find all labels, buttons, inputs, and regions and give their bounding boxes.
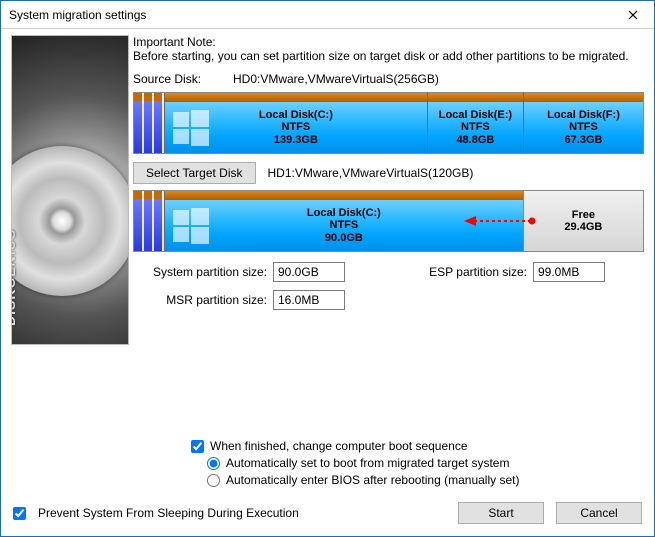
- system-size-input[interactable]: [273, 262, 345, 282]
- target-partition-c[interactable]: Local Disk(C:) NTFS 90.0GB: [164, 191, 523, 251]
- windows-logo-icon: [171, 108, 211, 148]
- source-partition-c[interactable]: Local Disk(C:) NTFS 139.3GB: [164, 93, 427, 153]
- titlebar: System migration settings: [1, 1, 654, 29]
- auto-bios-radio[interactable]: [207, 474, 220, 487]
- prevent-sleep-label: Prevent System From Sleeping During Exec…: [38, 506, 299, 520]
- target-disk-value: HD1:VMware,VMwareVirtualS(120GB): [268, 166, 474, 180]
- prevent-sleep-checkbox[interactable]: [13, 507, 26, 520]
- target-disk-map: Local Disk(C:) NTFS 90.0GB Free 29.4GB: [133, 190, 644, 252]
- window-title: System migration settings: [9, 8, 612, 22]
- source-disk-label: Source Disk:: [133, 72, 223, 86]
- esp-size-input[interactable]: [533, 262, 605, 282]
- auto-boot-radio[interactable]: [207, 457, 220, 470]
- system-size-label: System partition size:: [133, 265, 273, 279]
- note-heading: Important Note:: [133, 35, 644, 49]
- esp-size-label: ESP partition size:: [413, 265, 533, 279]
- auto-boot-label: Automatically set to boot from migrated …: [226, 456, 509, 470]
- msr-size-input[interactable]: [273, 290, 345, 310]
- source-disk-map: Local Disk(C:) NTFS 139.3GB Local Disk(E…: [133, 92, 644, 154]
- source-partition-f[interactable]: Local Disk(F:) NTFS 67.3GB: [523, 93, 643, 153]
- note-body: Before starting, you can set partition s…: [133, 49, 644, 64]
- close-button[interactable]: [612, 1, 654, 29]
- change-boot-label: When finished, change computer boot sequ…: [210, 439, 468, 453]
- source-partition-e[interactable]: Local Disk(E:) NTFS 48.8GB: [427, 93, 523, 153]
- source-disk-value: HD0:VMware,VMwareVirtualS(256GB): [233, 72, 439, 86]
- start-button[interactable]: Start: [458, 502, 544, 524]
- close-icon: [628, 10, 638, 20]
- select-target-disk-button[interactable]: Select Target Disk: [133, 162, 256, 184]
- change-boot-checkbox[interactable]: [191, 440, 204, 453]
- msr-size-label: MSR partition size:: [133, 293, 273, 307]
- auto-bios-label: Automatically enter BIOS after rebooting…: [226, 473, 519, 487]
- hard-disk-image: DISKGENIUS: [11, 35, 129, 345]
- cancel-button[interactable]: Cancel: [556, 502, 642, 524]
- target-free-space[interactable]: Free 29.4GB: [523, 191, 643, 251]
- windows-logo-icon: [171, 206, 211, 246]
- brand-label: DISKGENIUS: [11, 229, 18, 326]
